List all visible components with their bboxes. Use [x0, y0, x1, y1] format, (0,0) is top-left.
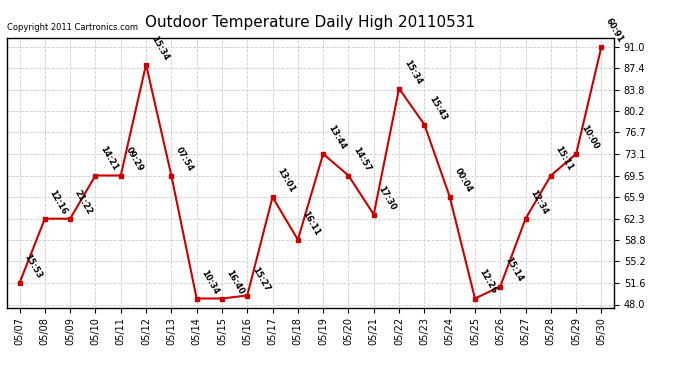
Text: 15:34: 15:34 [149, 34, 170, 62]
Text: 00:04: 00:04 [453, 166, 473, 194]
Text: 15:53: 15:53 [22, 252, 43, 280]
Text: 17:30: 17:30 [377, 184, 397, 212]
Text: 15:43: 15:43 [427, 94, 449, 122]
Text: 10:00: 10:00 [579, 124, 600, 151]
Text: 09:29: 09:29 [124, 145, 145, 173]
Text: 21:22: 21:22 [73, 188, 94, 216]
Text: 13:01: 13:01 [275, 167, 297, 194]
Text: 15:27: 15:27 [250, 265, 271, 293]
Text: 16:40: 16:40 [225, 268, 246, 296]
Text: 15:14: 15:14 [503, 256, 524, 284]
Text: 15:11: 15:11 [553, 145, 575, 173]
Text: 12:34: 12:34 [529, 188, 549, 216]
Text: 15:34: 15:34 [402, 58, 423, 86]
Text: 14:57: 14:57 [351, 145, 373, 173]
Text: 14:21: 14:21 [98, 145, 119, 173]
Text: 10:34: 10:34 [199, 268, 221, 296]
Text: Outdoor Temperature Daily High 20110531: Outdoor Temperature Daily High 20110531 [146, 15, 475, 30]
Text: 12:26: 12:26 [477, 268, 499, 296]
Text: 12:16: 12:16 [48, 188, 69, 216]
Text: 13:44: 13:44 [326, 123, 347, 151]
Text: 07:54: 07:54 [174, 145, 195, 173]
Text: 16:11: 16:11 [301, 209, 322, 237]
Text: Copyright 2011 Cartronics.com: Copyright 2011 Cartronics.com [7, 23, 138, 32]
Text: 60:91: 60:91 [604, 16, 625, 44]
